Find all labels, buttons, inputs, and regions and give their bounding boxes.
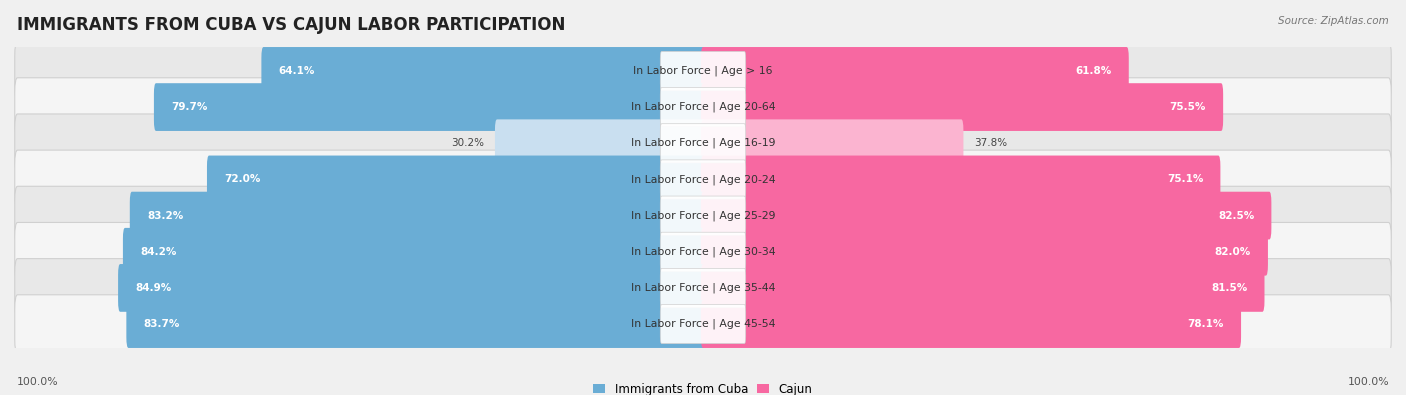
- Text: 83.7%: 83.7%: [143, 319, 180, 329]
- Text: In Labor Force | Age 25-29: In Labor Force | Age 25-29: [631, 210, 775, 221]
- Text: 82.5%: 82.5%: [1218, 211, 1254, 220]
- FancyBboxPatch shape: [702, 300, 1241, 348]
- Text: 100.0%: 100.0%: [17, 377, 59, 387]
- FancyBboxPatch shape: [661, 51, 745, 90]
- FancyBboxPatch shape: [661, 305, 745, 344]
- Legend: Immigrants from Cuba, Cajun: Immigrants from Cuba, Cajun: [593, 383, 813, 395]
- FancyBboxPatch shape: [702, 264, 1264, 312]
- FancyBboxPatch shape: [14, 114, 1392, 173]
- Text: 72.0%: 72.0%: [224, 175, 260, 184]
- Text: 79.7%: 79.7%: [172, 102, 208, 112]
- FancyBboxPatch shape: [14, 222, 1392, 281]
- FancyBboxPatch shape: [661, 88, 745, 127]
- FancyBboxPatch shape: [118, 264, 704, 312]
- Text: IMMIGRANTS FROM CUBA VS CAJUN LABOR PARTICIPATION: IMMIGRANTS FROM CUBA VS CAJUN LABOR PART…: [17, 16, 565, 34]
- Text: In Labor Force | Age 30-34: In Labor Force | Age 30-34: [631, 246, 775, 257]
- FancyBboxPatch shape: [14, 186, 1392, 245]
- Text: In Labor Force | Age 35-44: In Labor Force | Age 35-44: [631, 283, 775, 293]
- FancyBboxPatch shape: [14, 259, 1392, 317]
- FancyBboxPatch shape: [262, 47, 704, 95]
- Text: In Labor Force | Age > 16: In Labor Force | Age > 16: [633, 66, 773, 76]
- Text: 37.8%: 37.8%: [974, 138, 1007, 148]
- FancyBboxPatch shape: [122, 228, 704, 276]
- FancyBboxPatch shape: [14, 41, 1392, 100]
- FancyBboxPatch shape: [702, 119, 963, 167]
- FancyBboxPatch shape: [661, 232, 745, 271]
- FancyBboxPatch shape: [14, 295, 1392, 354]
- Text: In Labor Force | Age 20-24: In Labor Force | Age 20-24: [631, 174, 775, 185]
- FancyBboxPatch shape: [661, 196, 745, 235]
- FancyBboxPatch shape: [495, 119, 704, 167]
- FancyBboxPatch shape: [702, 47, 1129, 95]
- FancyBboxPatch shape: [702, 228, 1268, 276]
- Text: Source: ZipAtlas.com: Source: ZipAtlas.com: [1278, 16, 1389, 26]
- FancyBboxPatch shape: [661, 124, 745, 163]
- Text: 81.5%: 81.5%: [1211, 283, 1247, 293]
- Text: 100.0%: 100.0%: [1347, 377, 1389, 387]
- Text: 61.8%: 61.8%: [1076, 66, 1112, 76]
- Text: 75.5%: 75.5%: [1170, 102, 1206, 112]
- FancyBboxPatch shape: [702, 192, 1271, 239]
- FancyBboxPatch shape: [14, 78, 1392, 136]
- Text: 82.0%: 82.0%: [1215, 247, 1251, 257]
- FancyBboxPatch shape: [702, 83, 1223, 131]
- Text: 84.9%: 84.9%: [135, 283, 172, 293]
- FancyBboxPatch shape: [207, 156, 704, 203]
- Text: In Labor Force | Age 45-54: In Labor Force | Age 45-54: [631, 319, 775, 329]
- Text: 75.1%: 75.1%: [1167, 175, 1204, 184]
- FancyBboxPatch shape: [127, 300, 704, 348]
- Text: 78.1%: 78.1%: [1188, 319, 1223, 329]
- FancyBboxPatch shape: [129, 192, 704, 239]
- FancyBboxPatch shape: [14, 150, 1392, 209]
- Text: In Labor Force | Age 16-19: In Labor Force | Age 16-19: [631, 138, 775, 149]
- FancyBboxPatch shape: [661, 268, 745, 307]
- Text: 83.2%: 83.2%: [148, 211, 183, 220]
- FancyBboxPatch shape: [661, 160, 745, 199]
- Text: 84.2%: 84.2%: [141, 247, 177, 257]
- FancyBboxPatch shape: [153, 83, 704, 131]
- Text: 30.2%: 30.2%: [451, 138, 485, 148]
- Text: 64.1%: 64.1%: [278, 66, 315, 76]
- Text: In Labor Force | Age 20-64: In Labor Force | Age 20-64: [631, 102, 775, 112]
- FancyBboxPatch shape: [702, 156, 1220, 203]
